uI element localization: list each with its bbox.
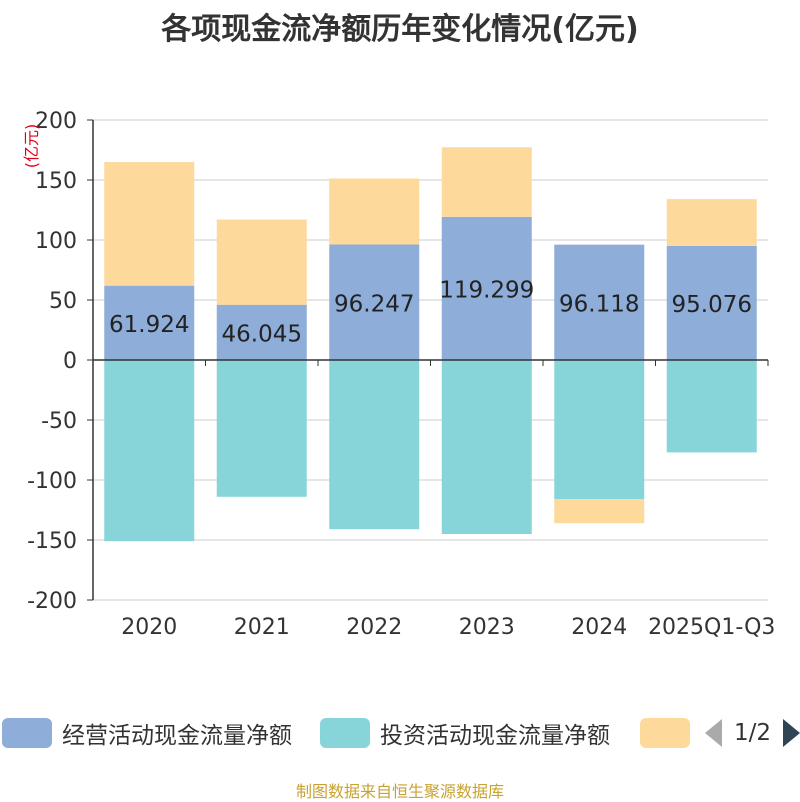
y-tick-label: 200 [35, 109, 77, 134]
x-tick-label: 2024 [571, 615, 627, 640]
bar-s1-2025Q1-Q3 [666, 245, 757, 360]
data-label: 95.076 [672, 292, 752, 318]
bar-s2-2021 [216, 360, 307, 497]
bar-s3-2022 [329, 178, 420, 245]
bar-s1-2023 [441, 216, 532, 360]
x-tick-label: 2023 [459, 615, 515, 640]
bar-s2-2022 [329, 360, 420, 530]
y-tick-label: -200 [27, 589, 77, 614]
legend-label-investing: 投资活动现金流量净额 [380, 723, 610, 749]
bar-s2-2020 [104, 360, 195, 542]
y-axis-label: (亿元) [22, 124, 41, 169]
x-tick-label: 2020 [121, 615, 177, 640]
bar-s1-2020 [104, 285, 195, 360]
chart-title: 各项现金流净额历年变化情况(亿元) [161, 12, 639, 47]
prev-page-icon[interactable] [704, 719, 722, 747]
x-tick-label: 2022 [346, 615, 402, 640]
data-label: 46.045 [222, 321, 302, 347]
legend-swatch-investing [320, 718, 370, 748]
y-tick-label: 100 [35, 229, 77, 254]
y-tick-label: 150 [35, 169, 77, 194]
bar-s3-2024 [554, 499, 645, 524]
data-label: 119.299 [439, 277, 534, 303]
legend-swatch-operating [2, 718, 52, 748]
legend-item-investing[interactable]: 投资活动现金流量净额 [320, 718, 610, 749]
y-tick-label: 50 [49, 289, 77, 314]
source-note: 制图数据来自恒生聚源数据库 [295, 782, 504, 801]
bar-s2-2025Q1-Q3 [666, 360, 757, 453]
x-tick-label: 2021 [234, 615, 290, 640]
data-label: 96.118 [559, 291, 639, 317]
bar-s1-2022 [329, 244, 420, 360]
legend-pager: 1/2 [704, 718, 800, 748]
legend-label-operating: 经营活动现金流量净额 [62, 723, 292, 749]
bar-s1-2024 [554, 244, 645, 360]
y-tick-label: 0 [63, 349, 77, 374]
bar-s3-2021 [216, 219, 307, 305]
legend-item-operating[interactable]: 经营活动现金流量净额 [2, 718, 292, 749]
chart-area: 200 150 100 50 0 -50 -100 -150 -200 (亿元) 61.924 46.… [22, 109, 775, 640]
data-label: 61.924 [109, 312, 189, 338]
bar-s3-2023 [441, 147, 532, 217]
y-tick-label: -50 [41, 409, 77, 434]
legend-item-third[interactable] [640, 718, 700, 748]
bar-s2-2023 [441, 360, 532, 534]
bar-s3-2025Q1-Q3 [666, 199, 757, 246]
legend-page-indicator: 1/2 [733, 720, 771, 746]
data-label: 96.247 [334, 291, 414, 317]
bar-s3-2020 [104, 162, 195, 286]
y-tick-label: -150 [27, 529, 77, 554]
legend-swatch-third [640, 718, 690, 748]
bar-s1-2021 [216, 304, 307, 360]
legend: 经营活动现金流量净额 投资活动现金流量净额 1/2 [0, 712, 800, 756]
bar-s2-2024 [554, 360, 645, 500]
x-tick-label: 2025Q1-Q3 [648, 615, 775, 640]
y-tick-label: -100 [27, 469, 77, 494]
next-page-icon[interactable] [783, 719, 800, 747]
